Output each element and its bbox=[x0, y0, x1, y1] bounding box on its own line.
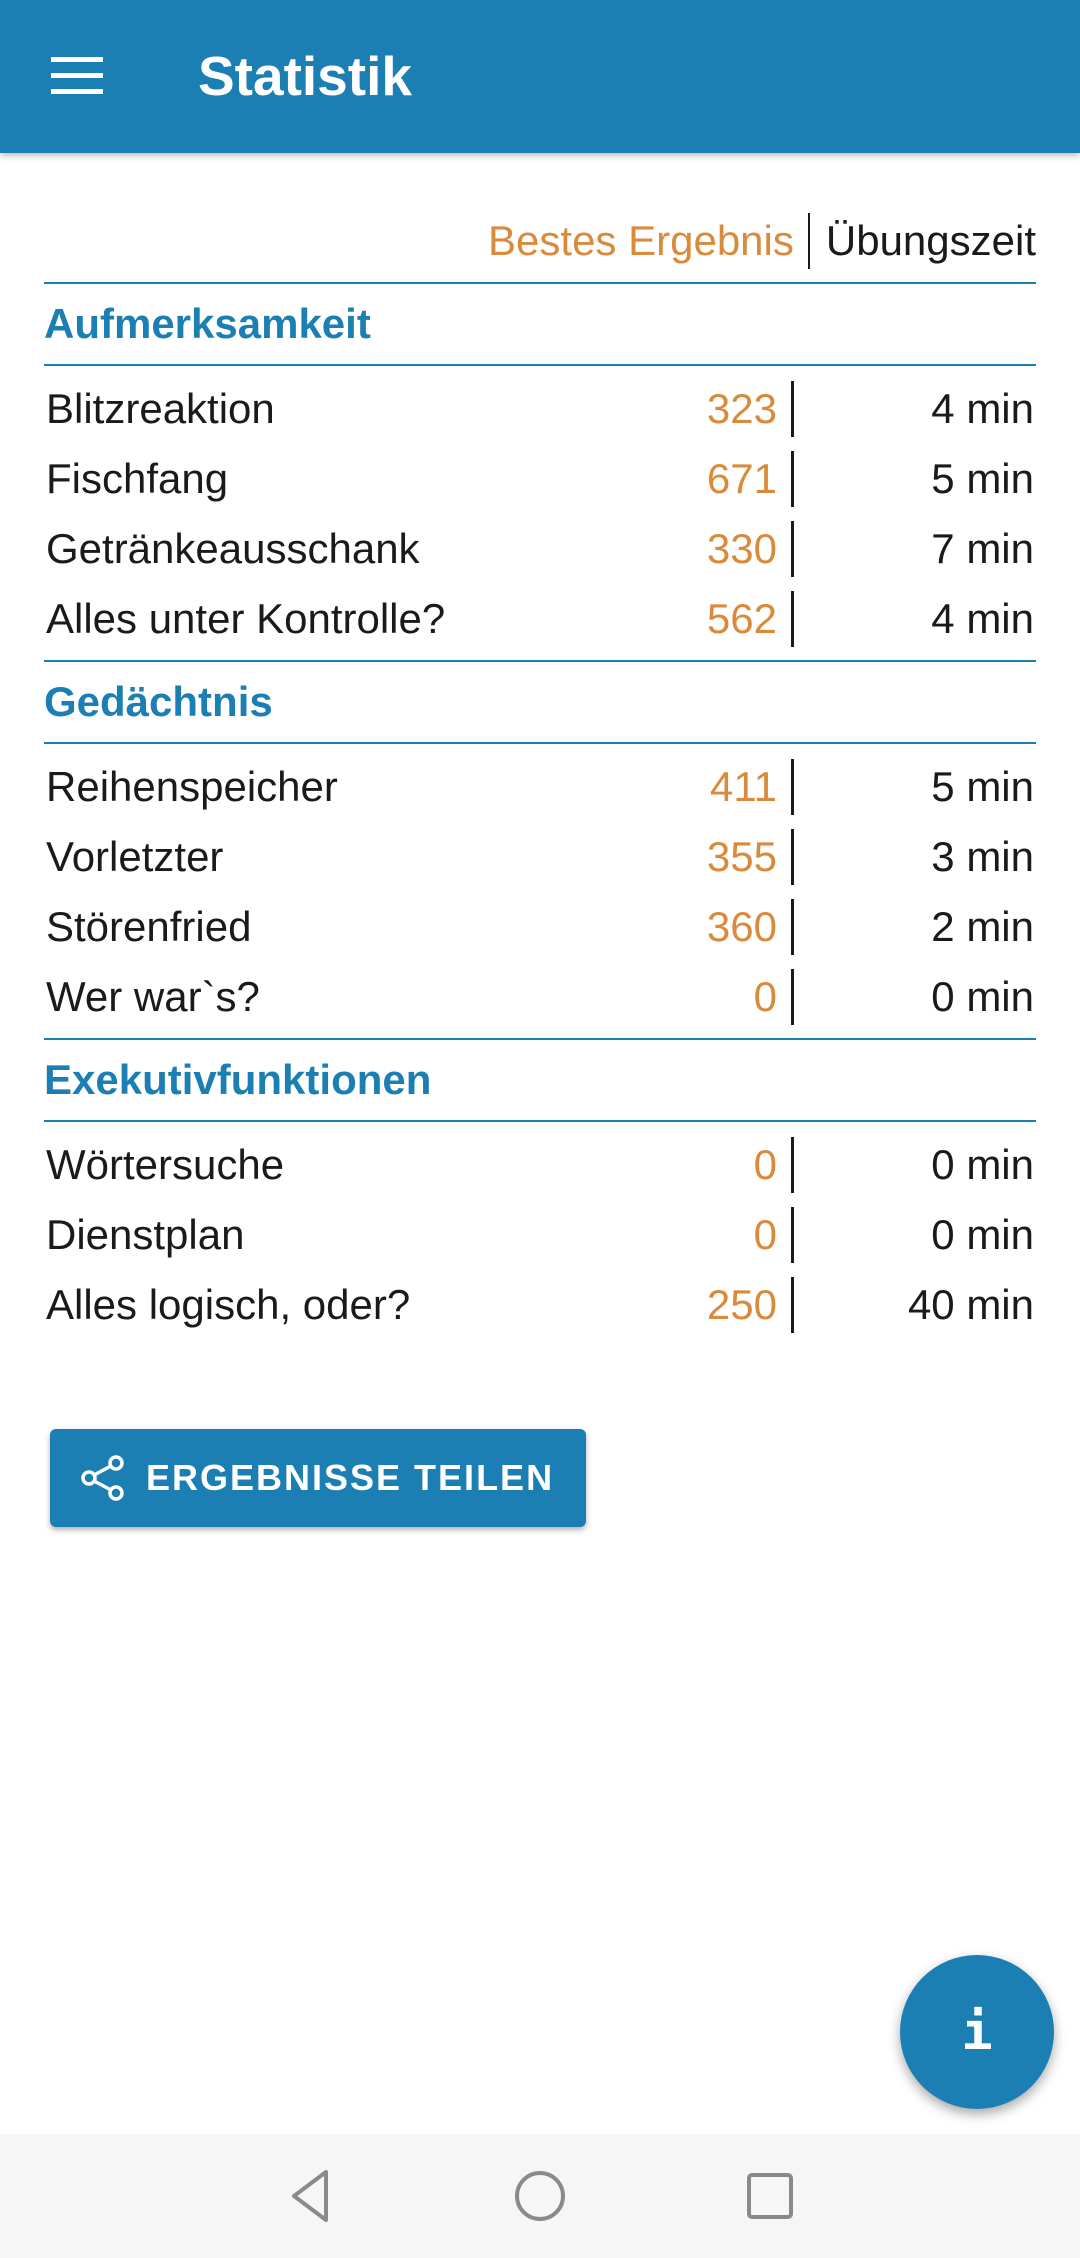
table-row: Fischfang 671 5 min bbox=[44, 444, 1036, 514]
table-row: Blitzreaktion 323 4 min bbox=[44, 374, 1036, 444]
section-title-executive-functions: Exekutivfunktionen bbox=[44, 1056, 432, 1103]
practice-time: 0 min bbox=[931, 1211, 1034, 1258]
app-bar: Statistik bbox=[0, 0, 1080, 153]
exercise-name: Fischfang bbox=[46, 455, 229, 502]
practice-time: 5 min bbox=[931, 455, 1034, 502]
practice-time: 0 min bbox=[931, 973, 1034, 1020]
table-row: Vorletzter 355 3 min bbox=[44, 822, 1036, 892]
practice-time: 3 min bbox=[931, 833, 1034, 880]
page-title: Statistik bbox=[198, 45, 412, 107]
back-icon[interactable] bbox=[278, 2164, 342, 2228]
practice-time: 4 min bbox=[931, 595, 1034, 642]
practice-time: 4 min bbox=[931, 385, 1034, 432]
exercise-name: Reihenspeicher bbox=[46, 763, 338, 810]
best-score: 323 bbox=[657, 381, 794, 437]
share-icon bbox=[81, 1455, 124, 1501]
exercise-name: Wörtersuche bbox=[46, 1141, 285, 1188]
share-results-label: ERGEBNISSE TEILEN bbox=[146, 1457, 555, 1498]
best-score: 355 bbox=[657, 829, 794, 885]
statistics-table: Bestes Ergebnis Übungszeit Aufmerksamkei… bbox=[44, 200, 1036, 1346]
table-row: Alles unter Kontrolle? 562 4 min bbox=[44, 584, 1036, 654]
info-fab[interactable]: i bbox=[900, 1955, 1054, 2109]
table-row: Dienstplan 0 0 min bbox=[44, 1200, 1036, 1270]
best-score: 360 bbox=[657, 899, 794, 955]
practice-time: 40 min bbox=[907, 1281, 1034, 1328]
table-row: Wörtersuche 0 0 min bbox=[44, 1130, 1036, 1200]
exercise-name: Alles unter Kontrolle? bbox=[46, 595, 446, 642]
table-row: Wer war`s? 0 0 min bbox=[44, 962, 1036, 1032]
best-score: 0 bbox=[657, 1207, 794, 1263]
table-row: Reihenspeicher 411 5 min bbox=[44, 752, 1036, 822]
info-icon: i bbox=[961, 2002, 993, 2062]
divider bbox=[44, 282, 1036, 284]
best-score: 250 bbox=[657, 1277, 794, 1333]
exercise-name: Dienstplan bbox=[46, 1211, 245, 1258]
share-results-button[interactable]: ERGEBNISSE TEILEN bbox=[50, 1429, 586, 1527]
section-rows: Wörtersuche 0 0 min Dienstplan 0 0 min A… bbox=[44, 1122, 1036, 1346]
divider bbox=[44, 742, 1036, 744]
menu-button[interactable] bbox=[30, 36, 124, 116]
hamburger-menu-icon bbox=[51, 57, 103, 94]
divider bbox=[44, 364, 1036, 366]
best-score: 0 bbox=[657, 1137, 794, 1193]
best-score: 671 bbox=[657, 451, 794, 507]
best-score: 411 bbox=[657, 759, 794, 815]
section-title-memory: Gedächtnis bbox=[44, 678, 273, 725]
table-row: Getränkeausschank 330 7 min bbox=[44, 514, 1036, 584]
section-rows: Reihenspeicher 411 5 min Vorletzter 355 … bbox=[44, 744, 1036, 1038]
table-row: Alles logisch, oder? 250 40 min bbox=[44, 1270, 1036, 1340]
exercise-name: Getränkeausschank bbox=[46, 525, 420, 572]
exercise-name: Störenfried bbox=[46, 903, 252, 950]
exercise-name: Vorletzter bbox=[46, 833, 224, 880]
practice-time-header: Übungszeit bbox=[825, 217, 1036, 264]
practice-time: 5 min bbox=[931, 763, 1034, 810]
best-result-header: Bestes Ergebnis bbox=[488, 213, 810, 269]
divider bbox=[44, 1038, 1036, 1040]
divider bbox=[44, 1120, 1036, 1122]
table-row: Störenfried 360 2 min bbox=[44, 892, 1036, 962]
practice-time: 7 min bbox=[931, 525, 1034, 572]
recent-apps-icon[interactable] bbox=[738, 2164, 802, 2228]
best-score: 562 bbox=[657, 591, 794, 647]
best-score: 330 bbox=[657, 521, 794, 577]
practice-time: 2 min bbox=[931, 903, 1034, 950]
exercise-name: Blitzreaktion bbox=[46, 385, 275, 432]
exercise-name: Wer war`s? bbox=[46, 973, 260, 1020]
best-score: 0 bbox=[657, 969, 794, 1025]
divider bbox=[44, 660, 1036, 662]
section-rows: Blitzreaktion 323 4 min Fischfang 671 5 … bbox=[44, 366, 1036, 660]
practice-time: 0 min bbox=[931, 1141, 1034, 1188]
home-icon[interactable] bbox=[508, 2164, 572, 2228]
column-header: Bestes Ergebnis Übungszeit bbox=[44, 200, 1036, 282]
system-navigation-bar bbox=[0, 2134, 1080, 2258]
section-title-attention: Aufmerksamkeit bbox=[44, 300, 371, 347]
exercise-name: Alles logisch, oder? bbox=[46, 1281, 411, 1328]
